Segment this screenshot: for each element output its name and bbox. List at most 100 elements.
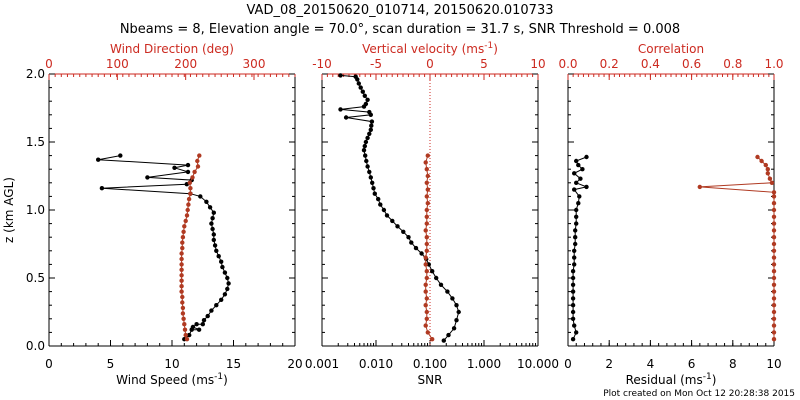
data-point	[219, 297, 224, 302]
data-point	[425, 201, 430, 206]
data-point	[378, 202, 383, 207]
top-axis-label: Correlation	[638, 42, 704, 56]
data-point	[363, 139, 369, 145]
data-point	[574, 221, 579, 226]
data-point	[372, 191, 377, 196]
data-point	[367, 131, 372, 136]
data-point	[763, 162, 768, 168]
data-point	[769, 180, 775, 185]
data-point	[179, 273, 184, 278]
data-point	[225, 275, 230, 281]
data-point	[183, 332, 188, 338]
data-point	[580, 167, 585, 172]
data-point	[187, 332, 192, 338]
data-point	[570, 269, 576, 274]
top-tick-label: 0.4	[641, 57, 660, 71]
x-tick-label: 0.001	[305, 357, 339, 371]
data-point	[207, 205, 213, 210]
data-point	[765, 171, 770, 176]
top-tick-label: 200	[174, 57, 197, 71]
data-point	[771, 337, 777, 342]
data-point	[184, 337, 190, 342]
data-point	[771, 262, 777, 267]
data-point	[195, 158, 200, 164]
data-point	[576, 162, 581, 168]
data-point	[196, 327, 202, 332]
top-tick-label: 1.0	[764, 57, 783, 71]
top-tick-label: 300	[243, 57, 266, 71]
data-point	[216, 254, 221, 259]
top-tick-label: 0.8	[723, 57, 742, 71]
x-tick-label: 10	[164, 357, 179, 371]
data-point	[186, 202, 191, 207]
data-point	[179, 262, 184, 267]
data-point	[771, 214, 777, 219]
data-point	[226, 281, 231, 286]
data-point	[353, 74, 358, 79]
data-point	[424, 248, 429, 253]
data-point	[195, 164, 201, 169]
y-tick-label: 1.0	[26, 203, 45, 217]
data-point	[368, 127, 373, 132]
data-point	[570, 316, 576, 321]
data-point	[771, 269, 777, 274]
data-point	[212, 243, 218, 248]
data-point	[578, 176, 583, 181]
data-point	[451, 326, 457, 331]
data-point	[179, 267, 184, 272]
data-point	[430, 269, 435, 274]
data-point	[424, 194, 429, 199]
data-point	[755, 154, 760, 160]
data-point	[343, 115, 349, 120]
data-point	[358, 85, 363, 90]
data-point	[395, 224, 400, 229]
data-point	[185, 169, 191, 175]
data-point	[572, 323, 577, 328]
data-point	[454, 303, 459, 308]
data-point	[424, 275, 429, 281]
data-point	[96, 157, 101, 162]
data-point	[180, 240, 185, 245]
data-point	[423, 160, 428, 165]
data-point	[771, 207, 777, 213]
top-tick-label: 5	[480, 57, 488, 71]
x-tick-label: 10.000	[517, 357, 559, 371]
data-point	[424, 167, 429, 172]
data-point	[363, 153, 368, 158]
y-tick-label: 2.0	[26, 67, 45, 81]
data-point	[179, 289, 184, 294]
x-axis-label: Residual (ms-1)	[626, 372, 717, 387]
data-point	[771, 289, 777, 294]
data-point	[181, 229, 186, 234]
x-tick-label: 2	[605, 357, 613, 371]
data-point	[192, 169, 197, 175]
data-point	[361, 148, 367, 153]
data-point	[384, 213, 390, 218]
data-point	[574, 158, 579, 164]
data-point	[172, 165, 177, 170]
data-point	[362, 93, 367, 99]
data-point	[413, 245, 419, 251]
data-point	[365, 164, 370, 169]
data-point	[365, 97, 370, 103]
data-point	[370, 180, 375, 185]
data-point	[570, 289, 576, 294]
data-point	[430, 337, 435, 342]
x-tick-label: 5	[107, 357, 115, 371]
data-point	[570, 309, 576, 315]
data-point	[211, 237, 216, 243]
data-point	[225, 286, 230, 292]
top-tick-label: 0.6	[682, 57, 701, 71]
top-tick-label: 0	[426, 57, 434, 71]
data-point	[434, 275, 439, 281]
data-point	[572, 187, 577, 192]
data-point	[210, 216, 215, 221]
data-point	[179, 251, 184, 256]
data-point	[570, 282, 576, 287]
data-point	[209, 221, 214, 226]
data-point	[424, 207, 429, 213]
data-point	[570, 337, 576, 342]
data-point	[99, 186, 105, 191]
